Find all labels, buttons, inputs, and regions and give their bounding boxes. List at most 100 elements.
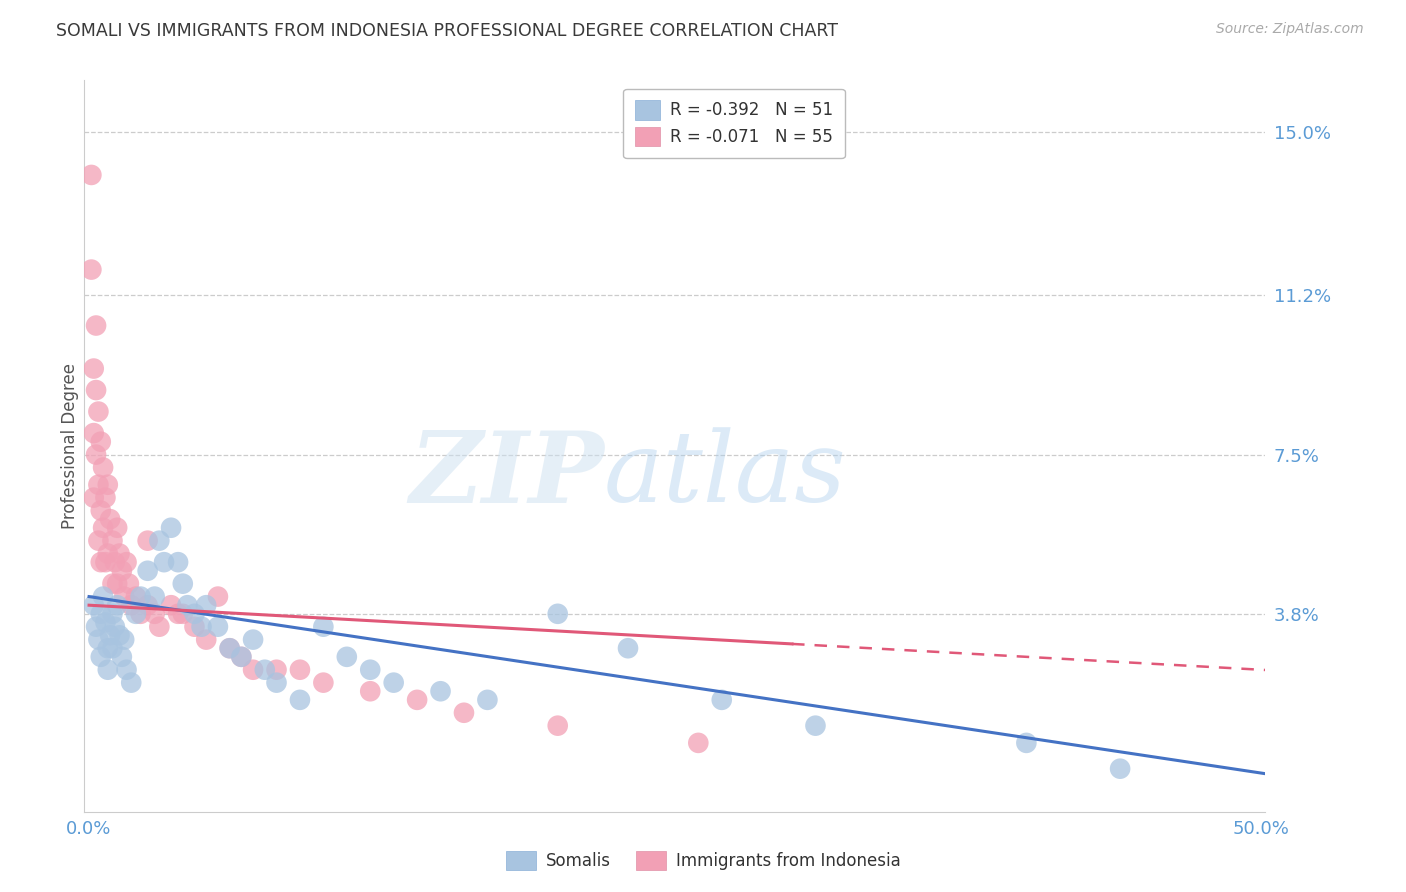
Point	[97, 663, 120, 677]
Point	[688, 736, 710, 750]
Point	[167, 555, 190, 569]
Point	[218, 641, 240, 656]
Point	[84, 448, 107, 462]
Point	[118, 576, 141, 591]
Point	[160, 521, 183, 535]
Point	[115, 555, 138, 569]
Point	[97, 477, 120, 491]
Point	[312, 620, 335, 634]
Point	[176, 598, 198, 612]
Point	[105, 576, 128, 591]
Point	[111, 564, 134, 578]
Point	[84, 318, 107, 333]
Point	[112, 590, 135, 604]
Point	[90, 649, 112, 664]
Point	[406, 693, 429, 707]
Point	[120, 598, 142, 612]
Point	[136, 598, 159, 612]
Point	[80, 262, 103, 277]
Point	[97, 641, 120, 656]
Point	[98, 628, 121, 642]
Point	[1109, 762, 1132, 776]
Point	[91, 590, 114, 604]
Point	[84, 620, 107, 634]
Point	[105, 598, 128, 612]
Point	[288, 693, 311, 707]
Point	[382, 675, 405, 690]
Point	[91, 521, 114, 535]
Point	[336, 649, 359, 664]
Point	[125, 607, 148, 621]
Point	[547, 719, 569, 733]
Point	[90, 607, 112, 621]
Point	[90, 503, 112, 517]
Point	[617, 641, 640, 656]
Point	[129, 590, 152, 604]
Point	[87, 632, 110, 647]
Point	[288, 663, 311, 677]
Point	[195, 632, 218, 647]
Point	[101, 607, 124, 621]
Point	[195, 598, 218, 612]
Point	[94, 555, 117, 569]
Point	[129, 607, 152, 621]
Point	[125, 590, 148, 604]
Text: atlas: atlas	[605, 427, 846, 523]
Text: Source: ZipAtlas.com: Source: ZipAtlas.com	[1216, 22, 1364, 37]
Point	[804, 719, 827, 733]
Point	[83, 361, 105, 376]
Point	[312, 675, 335, 690]
Point	[94, 491, 117, 505]
Point	[91, 460, 114, 475]
Legend: Somalis, Immigrants from Indonesia: Somalis, Immigrants from Indonesia	[499, 844, 907, 877]
Point	[80, 168, 103, 182]
Point	[183, 607, 205, 621]
Point	[111, 649, 134, 664]
Point	[160, 598, 183, 612]
Point	[97, 547, 120, 561]
Point	[101, 533, 124, 548]
Point	[172, 576, 194, 591]
Point	[266, 675, 288, 690]
Point	[231, 649, 253, 664]
Point	[101, 576, 124, 591]
Point	[115, 663, 138, 677]
Point	[218, 641, 240, 656]
Point	[453, 706, 475, 720]
Point	[153, 555, 176, 569]
Point	[1015, 736, 1038, 750]
Text: SOMALI VS IMMIGRANTS FROM INDONESIA PROFESSIONAL DEGREE CORRELATION CHART: SOMALI VS IMMIGRANTS FROM INDONESIA PROF…	[56, 22, 838, 40]
Point	[253, 663, 276, 677]
Point	[172, 607, 194, 621]
Point	[136, 533, 159, 548]
Point	[143, 607, 166, 621]
Point	[104, 620, 127, 634]
Point	[90, 434, 112, 449]
Point	[98, 512, 121, 526]
Point	[83, 598, 105, 612]
Point	[190, 620, 212, 634]
Point	[90, 555, 112, 569]
Point	[266, 663, 288, 677]
Point	[359, 663, 381, 677]
Point	[101, 641, 124, 656]
Y-axis label: Professional Degree: Professional Degree	[62, 363, 80, 529]
Point	[87, 477, 110, 491]
Point	[207, 590, 229, 604]
Legend: R = -0.392   N = 51, R = -0.071   N = 55: R = -0.392 N = 51, R = -0.071 N = 55	[623, 88, 845, 158]
Text: ZIP: ZIP	[409, 427, 605, 524]
Point	[429, 684, 451, 698]
Point	[143, 590, 166, 604]
Point	[477, 693, 499, 707]
Point	[83, 426, 105, 441]
Point	[108, 547, 131, 561]
Point	[231, 649, 253, 664]
Point	[94, 615, 117, 630]
Point	[242, 632, 264, 647]
Point	[136, 564, 159, 578]
Point	[183, 620, 205, 634]
Point	[120, 675, 142, 690]
Point	[547, 607, 569, 621]
Point	[87, 533, 110, 548]
Point	[148, 533, 170, 548]
